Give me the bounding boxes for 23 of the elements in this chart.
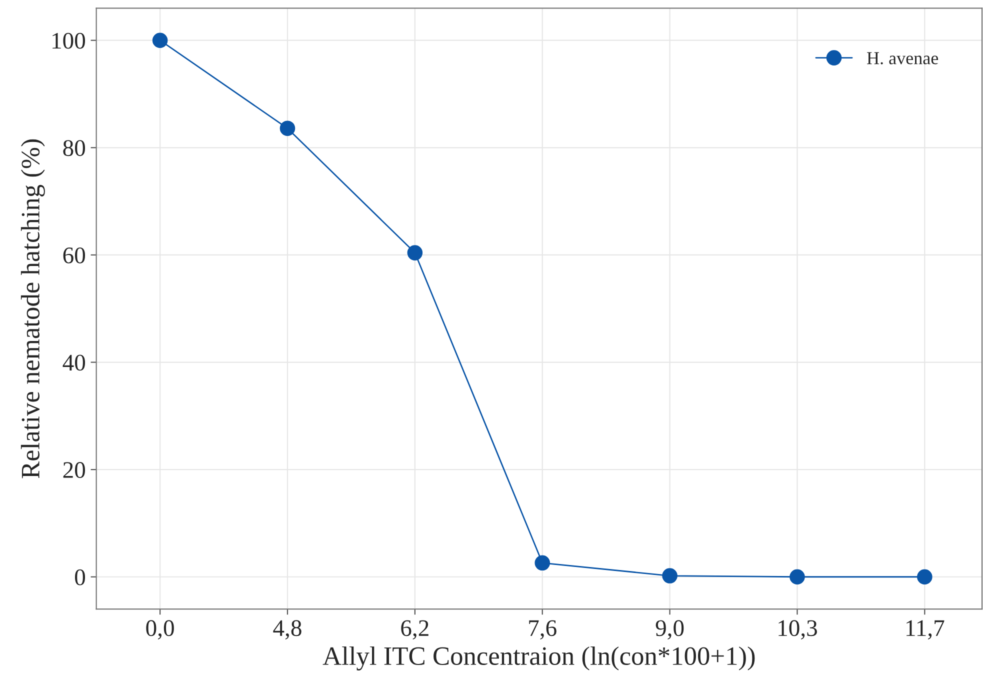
- x-tick-label: 0,0: [146, 620, 174, 640]
- point: [790, 569, 805, 585]
- y-tick-label: 100: [52, 32, 86, 49]
- y-axis-title: Relative nematode hatching (%): [20, 139, 45, 478]
- y-tick-label: 60: [63, 247, 86, 264]
- y-tick-label: 20: [63, 462, 86, 478]
- legend-label: H. avenae: [867, 52, 938, 64]
- x-axis-title: Allyl ITC Concentraion (ln(con*100+1)): [322, 646, 755, 670]
- y-tick-label: 0: [75, 569, 86, 586]
- point: [407, 245, 423, 260]
- point: [152, 32, 168, 48]
- y-tick-label: 40: [62, 354, 86, 371]
- x-tick-label: 9,0: [656, 620, 684, 640]
- point: [280, 120, 296, 136]
- point: [917, 569, 932, 585]
- point: [534, 555, 550, 571]
- x-tick-label: 7,6: [529, 620, 556, 640]
- point: [662, 568, 678, 584]
- x-tick-label: 4,8: [273, 620, 302, 640]
- y-tick-label: 80: [63, 140, 86, 156]
- x-tick-label: 10,3: [778, 620, 817, 640]
- x-tick-label: 11,7: [906, 620, 944, 640]
- x-tick-label: 6,2: [401, 620, 428, 640]
